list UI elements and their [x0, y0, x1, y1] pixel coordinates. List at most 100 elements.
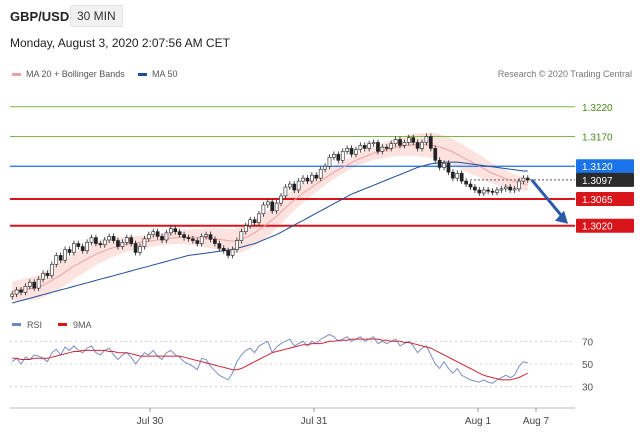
candle-body	[473, 186, 477, 191]
rsi-legend-label: RSI	[27, 320, 42, 330]
candle-body	[54, 255, 59, 265]
candle-body	[270, 201, 275, 212]
candle-body	[332, 154, 336, 158]
candle-body	[98, 243, 103, 246]
candle-body	[138, 246, 142, 253]
candle-body	[45, 272, 50, 276]
candle-body	[182, 234, 186, 238]
candle-body	[495, 189, 499, 193]
level-badge-1.3120	[576, 159, 634, 174]
legend-ma20-label: MA 20 + Bollinger Bands	[26, 69, 125, 79]
candle-body	[107, 236, 111, 241]
candle-body	[437, 159, 442, 168]
candle-body	[314, 174, 319, 179]
legend-ma50: MA 50	[138, 69, 178, 79]
candle-body	[292, 183, 297, 191]
candle-body	[442, 162, 446, 168]
candle-body	[499, 188, 504, 191]
candle-body	[85, 242, 89, 251]
ma9-legend-label: 9MA	[73, 320, 92, 330]
level-label-1.3220: 1.3220	[582, 103, 613, 114]
candle-body	[208, 234, 213, 240]
bollinger-band	[12, 132, 528, 301]
level-badge-1.3065	[576, 191, 634, 206]
candle-body	[323, 165, 327, 170]
candle-body	[32, 281, 37, 289]
candle-body	[459, 173, 464, 182]
candle-body	[252, 219, 257, 224]
candle-body	[186, 237, 191, 240]
candle-body	[517, 180, 521, 190]
candle-body	[248, 219, 253, 227]
candle-body	[164, 232, 169, 241]
ma50-line	[12, 161, 528, 304]
candle-body	[362, 145, 367, 149]
candle-body	[257, 213, 261, 224]
candle-body	[354, 149, 358, 155]
candle-body	[36, 278, 41, 289]
candle-body	[120, 242, 125, 247]
candle-body	[433, 148, 438, 161]
candle-body	[455, 173, 460, 179]
candle-body	[102, 239, 107, 246]
candle-body	[217, 243, 222, 249]
x-tick-label: Jul 31	[301, 416, 328, 427]
candle-body	[468, 183, 473, 188]
candle-body	[393, 139, 398, 144]
level-label-1.3170: 1.3170	[582, 133, 613, 144]
legend-ma20: MA 20 + Bollinger Bands	[12, 69, 125, 79]
x-tick-label: Aug 7	[523, 416, 550, 427]
projection-arrow-head	[555, 210, 568, 224]
candle-body	[142, 238, 147, 247]
candle-body	[389, 143, 394, 149]
projection-arrow-line	[530, 178, 566, 220]
candle-body	[89, 237, 94, 243]
candle-body	[367, 143, 371, 149]
candle-body	[327, 157, 332, 167]
candle-body	[345, 148, 349, 152]
candle-body	[415, 142, 420, 149]
candle-body	[424, 136, 429, 143]
ma9-legend-swatch	[58, 323, 67, 326]
credit-text: Research © 2020 Trading Central	[497, 69, 632, 79]
x-tick-label: Jul 30	[137, 416, 164, 427]
candle-body	[349, 148, 354, 155]
candle-body	[411, 137, 416, 143]
candle-body	[336, 154, 341, 161]
candle-body	[129, 237, 134, 244]
candle-body	[384, 146, 389, 149]
candle-body	[512, 188, 517, 191]
candle-body	[235, 240, 239, 250]
candle-body	[525, 177, 530, 181]
candle-body	[446, 162, 451, 173]
candle-body	[371, 142, 376, 144]
candle-body	[477, 189, 482, 194]
level-badge-1.3020	[576, 218, 634, 233]
candle-body	[58, 255, 63, 261]
candle-body	[116, 240, 120, 247]
candle-body	[490, 190, 495, 193]
rsi-tick-label: 30	[582, 383, 594, 394]
candle-body	[420, 142, 424, 149]
candle-body	[19, 289, 23, 293]
level-badge-1.3097	[576, 172, 634, 187]
candle-body	[133, 243, 138, 253]
candle-body	[310, 174, 314, 182]
candle-body	[406, 137, 411, 143]
candle-body	[155, 231, 160, 237]
timeframe-button[interactable]: 30 MIN	[70, 5, 123, 27]
level-label-1.3020: 1.3020	[582, 222, 613, 233]
candle-body	[318, 168, 323, 179]
timestamp: Monday, August 3, 2020 2:07:56 AM CET	[10, 36, 230, 50]
candle-body	[204, 234, 208, 237]
rsi-tick-label: 70	[582, 337, 594, 348]
candle-body	[230, 249, 235, 256]
rsi-legend-swatch	[12, 323, 21, 326]
candle-body	[279, 195, 283, 204]
candle-body	[481, 189, 486, 194]
candle-body	[243, 225, 248, 232]
candle-body	[76, 243, 81, 247]
candle-body	[94, 237, 98, 244]
candle-body	[63, 249, 67, 261]
